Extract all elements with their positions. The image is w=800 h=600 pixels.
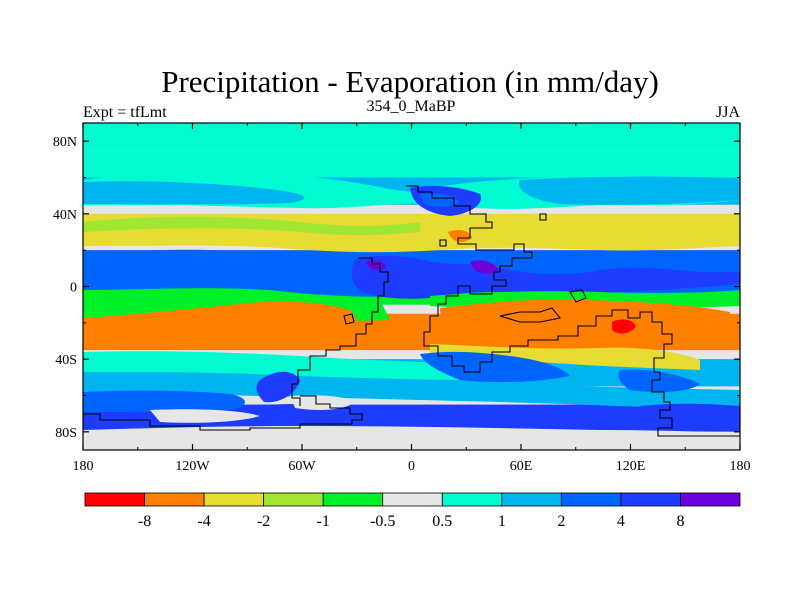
colorbar-swatch [441,492,503,507]
field-patch [440,299,730,347]
colorbar: -8 -4 -2 -1 -0.5 0.5 1 2 4 8 [84,492,741,530]
x-tick-label: 0 [408,459,415,474]
coastline-interior [343,313,355,325]
field-patch [150,409,260,423]
x-tick-label: 60W [288,459,316,474]
field-patch [83,216,420,235]
colorbar-label: 4 [617,513,625,530]
colorbar-swatch [560,492,622,507]
field-patch [420,193,460,207]
field-patch [430,344,700,370]
colorbar-label: 1 [498,513,506,530]
axes: 180 120W 60W 0 60E 120E 180 80N 40N 0 40S 80S [53,123,751,474]
subtitle-right: JJA [716,104,740,121]
field-patch [83,372,740,410]
colorbar-swatch [84,492,145,507]
field-patch [448,230,472,242]
y-tick-label: 0 [70,281,77,296]
x-tick-label: 180 [730,459,751,474]
field-patch [83,426,740,450]
chart-title: Precipitation - Evaporation (in mm/day) [161,64,659,99]
x-tick-label: 60E [510,459,533,474]
colorbar-swatch [263,492,324,507]
field-patch [612,319,636,334]
field-patch [519,176,740,205]
colorbar-label: -1 [317,513,330,530]
x-tick-label: 120E [616,459,646,474]
field-patch [640,403,740,428]
field-patch [83,221,740,253]
colorbar-label: -0.5 [370,513,395,530]
colorbar-label: 0.5 [432,513,452,530]
coastline-interior [499,307,561,323]
colorbar-swatch [322,492,384,507]
colorbar-swatch [501,492,562,507]
precip-evap-field [83,123,740,450]
field-patch [83,351,480,380]
colorbar-swatch [382,492,443,507]
colorbar-label: 2 [557,513,565,530]
coastline-interior [569,289,587,303]
colorbar-swatch [620,492,681,507]
colorbar-swatch [203,492,265,507]
coastline-southern-land [83,395,363,431]
x-tick-label: 180 [73,459,94,474]
subtitle-left: Expt = tfLmt [83,104,167,121]
y-tick-label: 40N [53,208,77,223]
coastline-interior [439,239,447,247]
field-patch [420,351,570,383]
colorbar-label: -2 [257,513,270,530]
field-patch [83,301,358,345]
field-patch [366,260,386,270]
x-tick-label: 120W [175,459,210,474]
coastline-africa-eurasia [406,185,740,437]
field-patch [83,181,305,205]
colorbar-label: -8 [138,513,151,530]
colorbar-swatch [144,492,205,507]
colorbar-label: -4 [197,513,210,530]
coastline-south-america [291,257,389,406]
y-tick-label: 80N [53,135,77,150]
field-patch [83,390,245,412]
field-patch [618,369,700,392]
colorbar-label: 8 [676,513,684,530]
y-tick-label: 80S [55,426,77,441]
colorbar-swatch [680,492,741,507]
y-tick-label: 40S [55,353,77,368]
coastlines [83,185,740,437]
coastline-interior [539,213,547,221]
field-patch [470,260,498,274]
subtitle-center: 354_0_MaBP [367,98,456,115]
field-patch [290,395,355,410]
field-patch [351,255,740,299]
field-patch [256,371,300,403]
